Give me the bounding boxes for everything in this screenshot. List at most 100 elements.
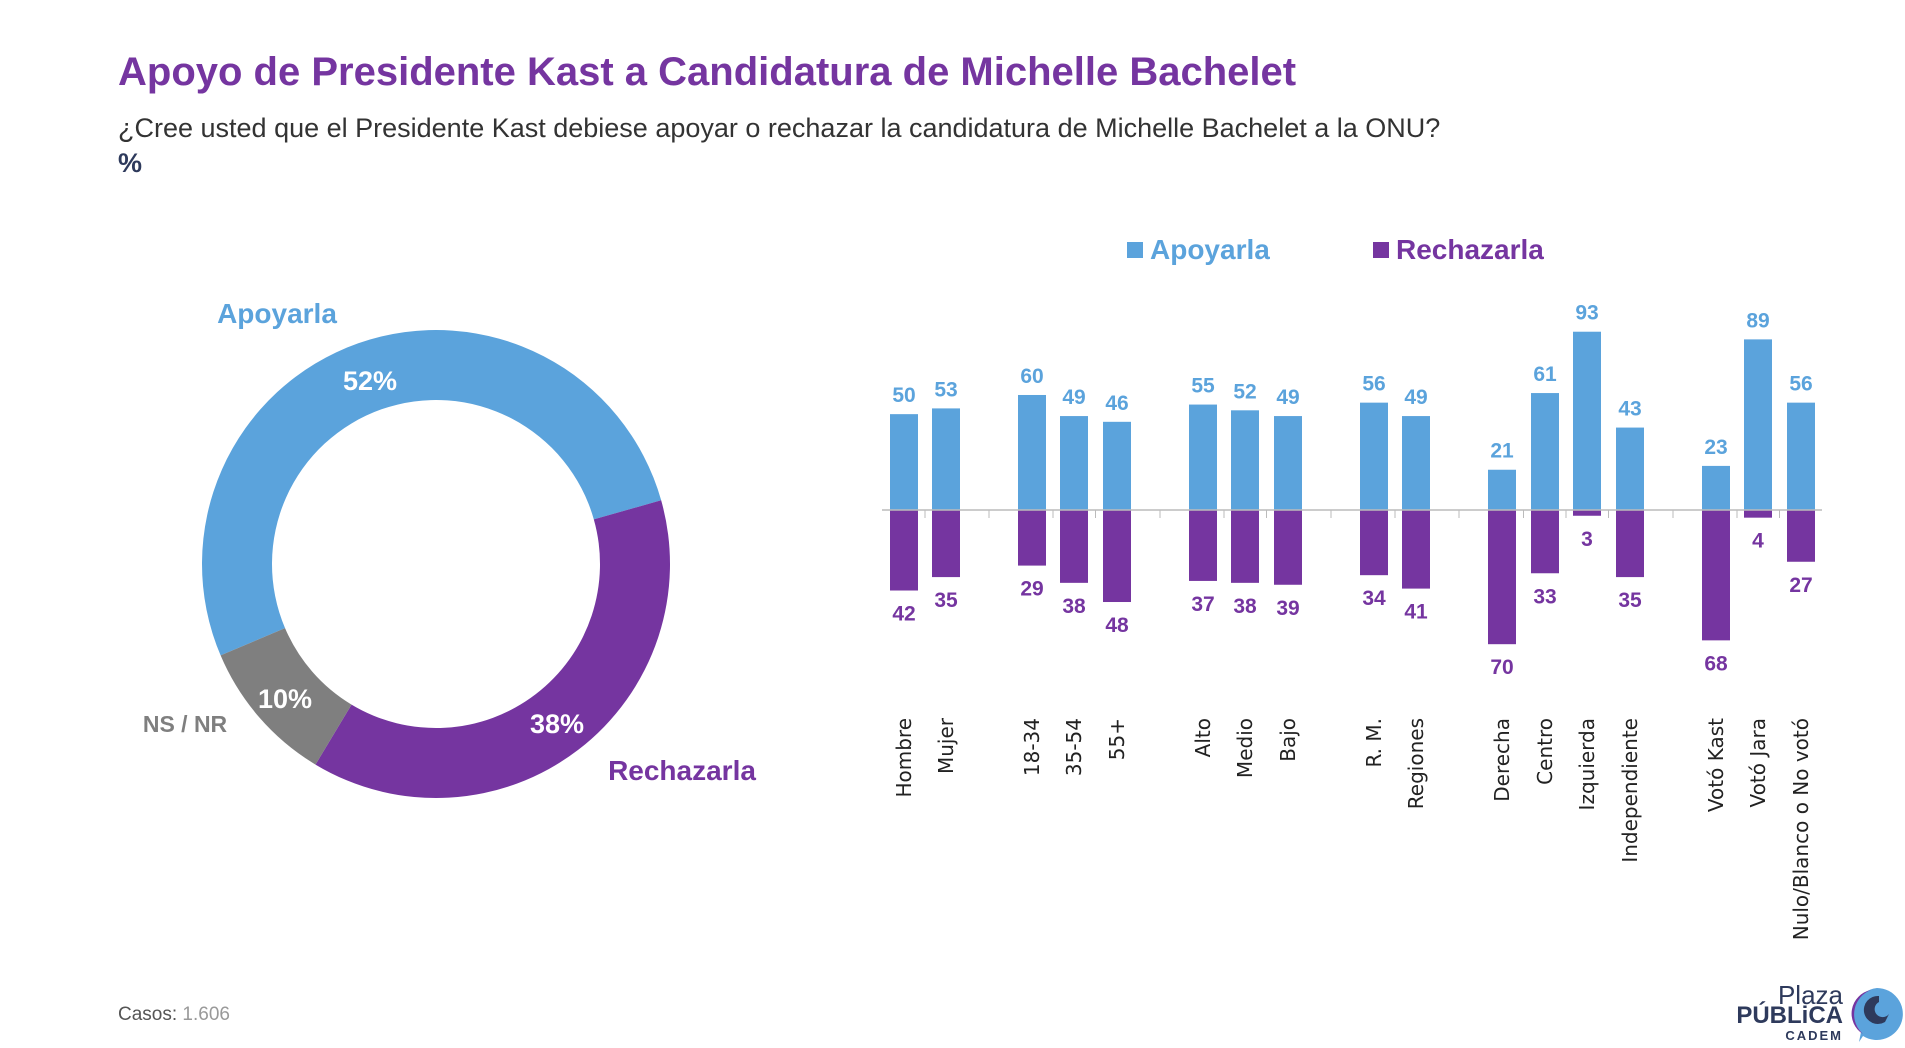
bar-apoyarla [1231,410,1259,510]
category-label: Medio [1233,718,1257,778]
bar-apoyarla [1616,427,1644,510]
data-label-rechazarla: 37 [1191,593,1214,616]
legend-label-rechazarla: Rechazarla [1396,234,1544,265]
bar-rechazarla [1274,510,1302,585]
donut-slice-ns-nr [220,628,352,765]
data-label-rechazarla: 35 [934,589,958,612]
bar-rechazarla [1189,510,1217,581]
bar-rechazarla [1702,510,1730,641]
category-label: Hombre [892,718,916,798]
bar-rechazarla [1103,510,1131,603]
category-label: Votó Kast [1704,718,1728,812]
category-label: R. M. [1362,718,1386,768]
data-label-apoyarla: 60 [1020,365,1043,388]
bar-apoyarla [1274,416,1302,510]
data-label-apoyarla: 55 [1191,375,1215,398]
data-label-rechazarla: 4 [1752,530,1764,553]
bar-rechazarla [1018,510,1046,566]
logo-line1: Plaza [1777,980,1843,1010]
bar-apoyarla [1702,465,1730,510]
donut-slice-rechazarla [315,500,670,799]
sample-size: Casos: 1.606 [118,1004,230,1026]
bar-apoyarla [1360,402,1388,510]
donut-label: Rechazarla [608,755,756,786]
data-label-apoyarla: 56 [1362,373,1385,396]
bar-apoyarla [1103,421,1131,510]
data-label-rechazarla: 3 [1581,528,1593,551]
donut-slice-apoyarla [202,330,662,656]
data-label-rechazarla: 38 [1062,595,1086,618]
data-label-apoyarla: 61 [1533,363,1557,386]
bar-apoyarla [1744,339,1772,510]
logo-bubble-icon [1851,988,1903,1042]
category-label: Alto [1191,718,1215,757]
category-label: Nulo/Blanco o No votó [1789,718,1813,940]
data-label-apoyarla: 93 [1575,302,1598,325]
data-label-rechazarla: 41 [1404,601,1428,624]
bar-rechazarla [1231,510,1259,583]
category-label: Derecha [1490,718,1514,802]
data-label-apoyarla: 46 [1105,392,1128,415]
bar-apoyarla [932,408,960,510]
bar-apoyarla [1402,416,1430,510]
data-label-apoyarla: 49 [1276,386,1299,409]
data-label-apoyarla: 23 [1704,436,1727,459]
legend-swatch-rechazarla [1373,242,1389,258]
plaza-publica-logo: Plaza PÚBLiCA CADEM [1728,980,1905,1048]
chart-title: Apoyo de Presidente Kast a Candidatura d… [118,50,1297,94]
bar-apoyarla [1189,404,1217,510]
logo-line3: CADEM [1785,1028,1843,1043]
donut-value-label: 38% [530,709,584,739]
bar-apoyarla [890,414,918,510]
bar-rechazarla [1060,510,1088,583]
category-label: Votó Jara [1746,718,1770,807]
data-label-apoyarla: 52 [1233,380,1256,403]
data-label-rechazarla: 39 [1276,597,1299,620]
data-label-rechazarla: 35 [1618,589,1642,612]
bar-rechazarla [1360,510,1388,576]
legend-swatch-apoyarla [1127,242,1143,258]
chart-subtitle: ¿Cree usted que el Presidente Kast debie… [118,113,1441,143]
data-label-apoyarla: 89 [1746,309,1769,332]
bar-rechazarla [1744,510,1772,518]
category-label: Regiones [1404,718,1428,809]
category-label: 18-34 [1020,718,1044,776]
category-label: 35-54 [1062,718,1086,776]
bar-rechazarla [890,510,918,591]
data-label-rechazarla: 27 [1789,574,1812,597]
bar-apoyarla [1531,393,1559,510]
donut-label: NS / NR [143,711,228,737]
data-label-apoyarla: 56 [1789,373,1812,396]
donut-value-label: 52% [343,366,397,396]
data-label-apoyarla: 53 [934,378,957,401]
donut-label: Apoyarla [217,298,337,329]
bar-rechazarla [1488,510,1516,645]
legend-label-apoyarla: Apoyarla [1150,234,1270,265]
unit-label: % [118,148,143,178]
bar-apoyarla [1787,402,1815,510]
casos-value: 1.606 [182,1004,230,1025]
bar-rechazarla [1787,510,1815,562]
bar-apoyarla [1573,331,1601,510]
bar-rechazarla [932,510,960,578]
data-label-rechazarla: 33 [1533,585,1556,608]
bar-apoyarla [1018,394,1046,510]
category-label: 55+ [1105,718,1129,760]
data-label-rechazarla: 42 [892,603,915,626]
category-label: Bajo [1276,718,1300,762]
data-label-apoyarla: 49 [1062,386,1085,409]
bar-apoyarla [1060,416,1088,510]
data-label-apoyarla: 49 [1404,386,1427,409]
data-label-rechazarla: 48 [1105,614,1129,637]
bar-rechazarla [1616,510,1644,578]
data-label-rechazarla: 38 [1233,595,1257,618]
category-label: Centro [1533,718,1557,785]
data-label-rechazarla: 29 [1020,578,1043,601]
data-label-apoyarla: 43 [1618,398,1641,421]
logo-line2: PÚBLiCA [1736,1002,1843,1029]
data-label-rechazarla: 34 [1362,587,1386,610]
category-label: Mujer [934,717,958,774]
casos-label: Casos: [118,1004,178,1025]
data-label-rechazarla: 68 [1704,652,1728,675]
